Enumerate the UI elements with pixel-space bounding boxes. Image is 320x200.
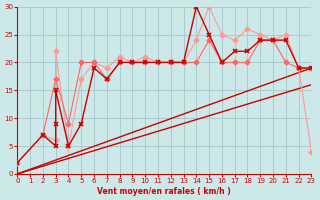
X-axis label: Vent moyen/en rafales ( km/h ): Vent moyen/en rafales ( km/h ) [98,187,231,196]
